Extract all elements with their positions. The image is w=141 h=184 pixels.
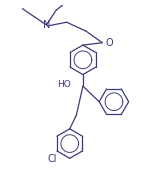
Text: Cl: Cl xyxy=(47,154,57,164)
Text: N: N xyxy=(43,20,50,30)
Text: HO: HO xyxy=(58,80,71,89)
Text: O: O xyxy=(106,38,113,48)
